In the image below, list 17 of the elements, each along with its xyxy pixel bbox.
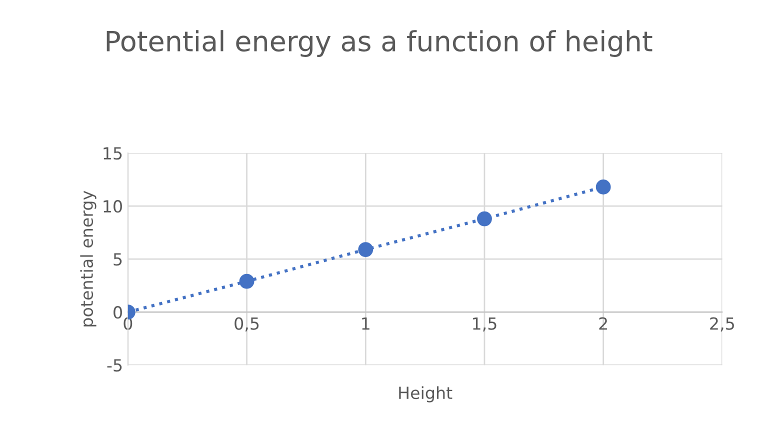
x-tick-label: 1,5 bbox=[473, 317, 496, 332]
y-tick-label: -5 bbox=[107, 359, 122, 372]
point bbox=[477, 211, 492, 226]
x-axis-title: Height bbox=[399, 386, 452, 402]
x-tick-label: 2 bbox=[599, 317, 607, 330]
chart-title: Potential energy as a function of height bbox=[106, 30, 652, 57]
y-tick-label: 15 bbox=[104, 147, 122, 160]
y-tick-label: 0 bbox=[114, 306, 122, 319]
x-tick-label: 1 bbox=[362, 317, 370, 330]
point bbox=[596, 180, 611, 194]
y-tick-label: 5 bbox=[114, 253, 122, 266]
y-tick-label: 10 bbox=[104, 200, 122, 213]
x-tick-label: 2,5 bbox=[710, 317, 734, 332]
y-axis-title: potential energy bbox=[80, 190, 96, 326]
x-tick-label: 0,5 bbox=[234, 317, 259, 332]
point bbox=[239, 274, 254, 289]
point bbox=[358, 242, 374, 257]
